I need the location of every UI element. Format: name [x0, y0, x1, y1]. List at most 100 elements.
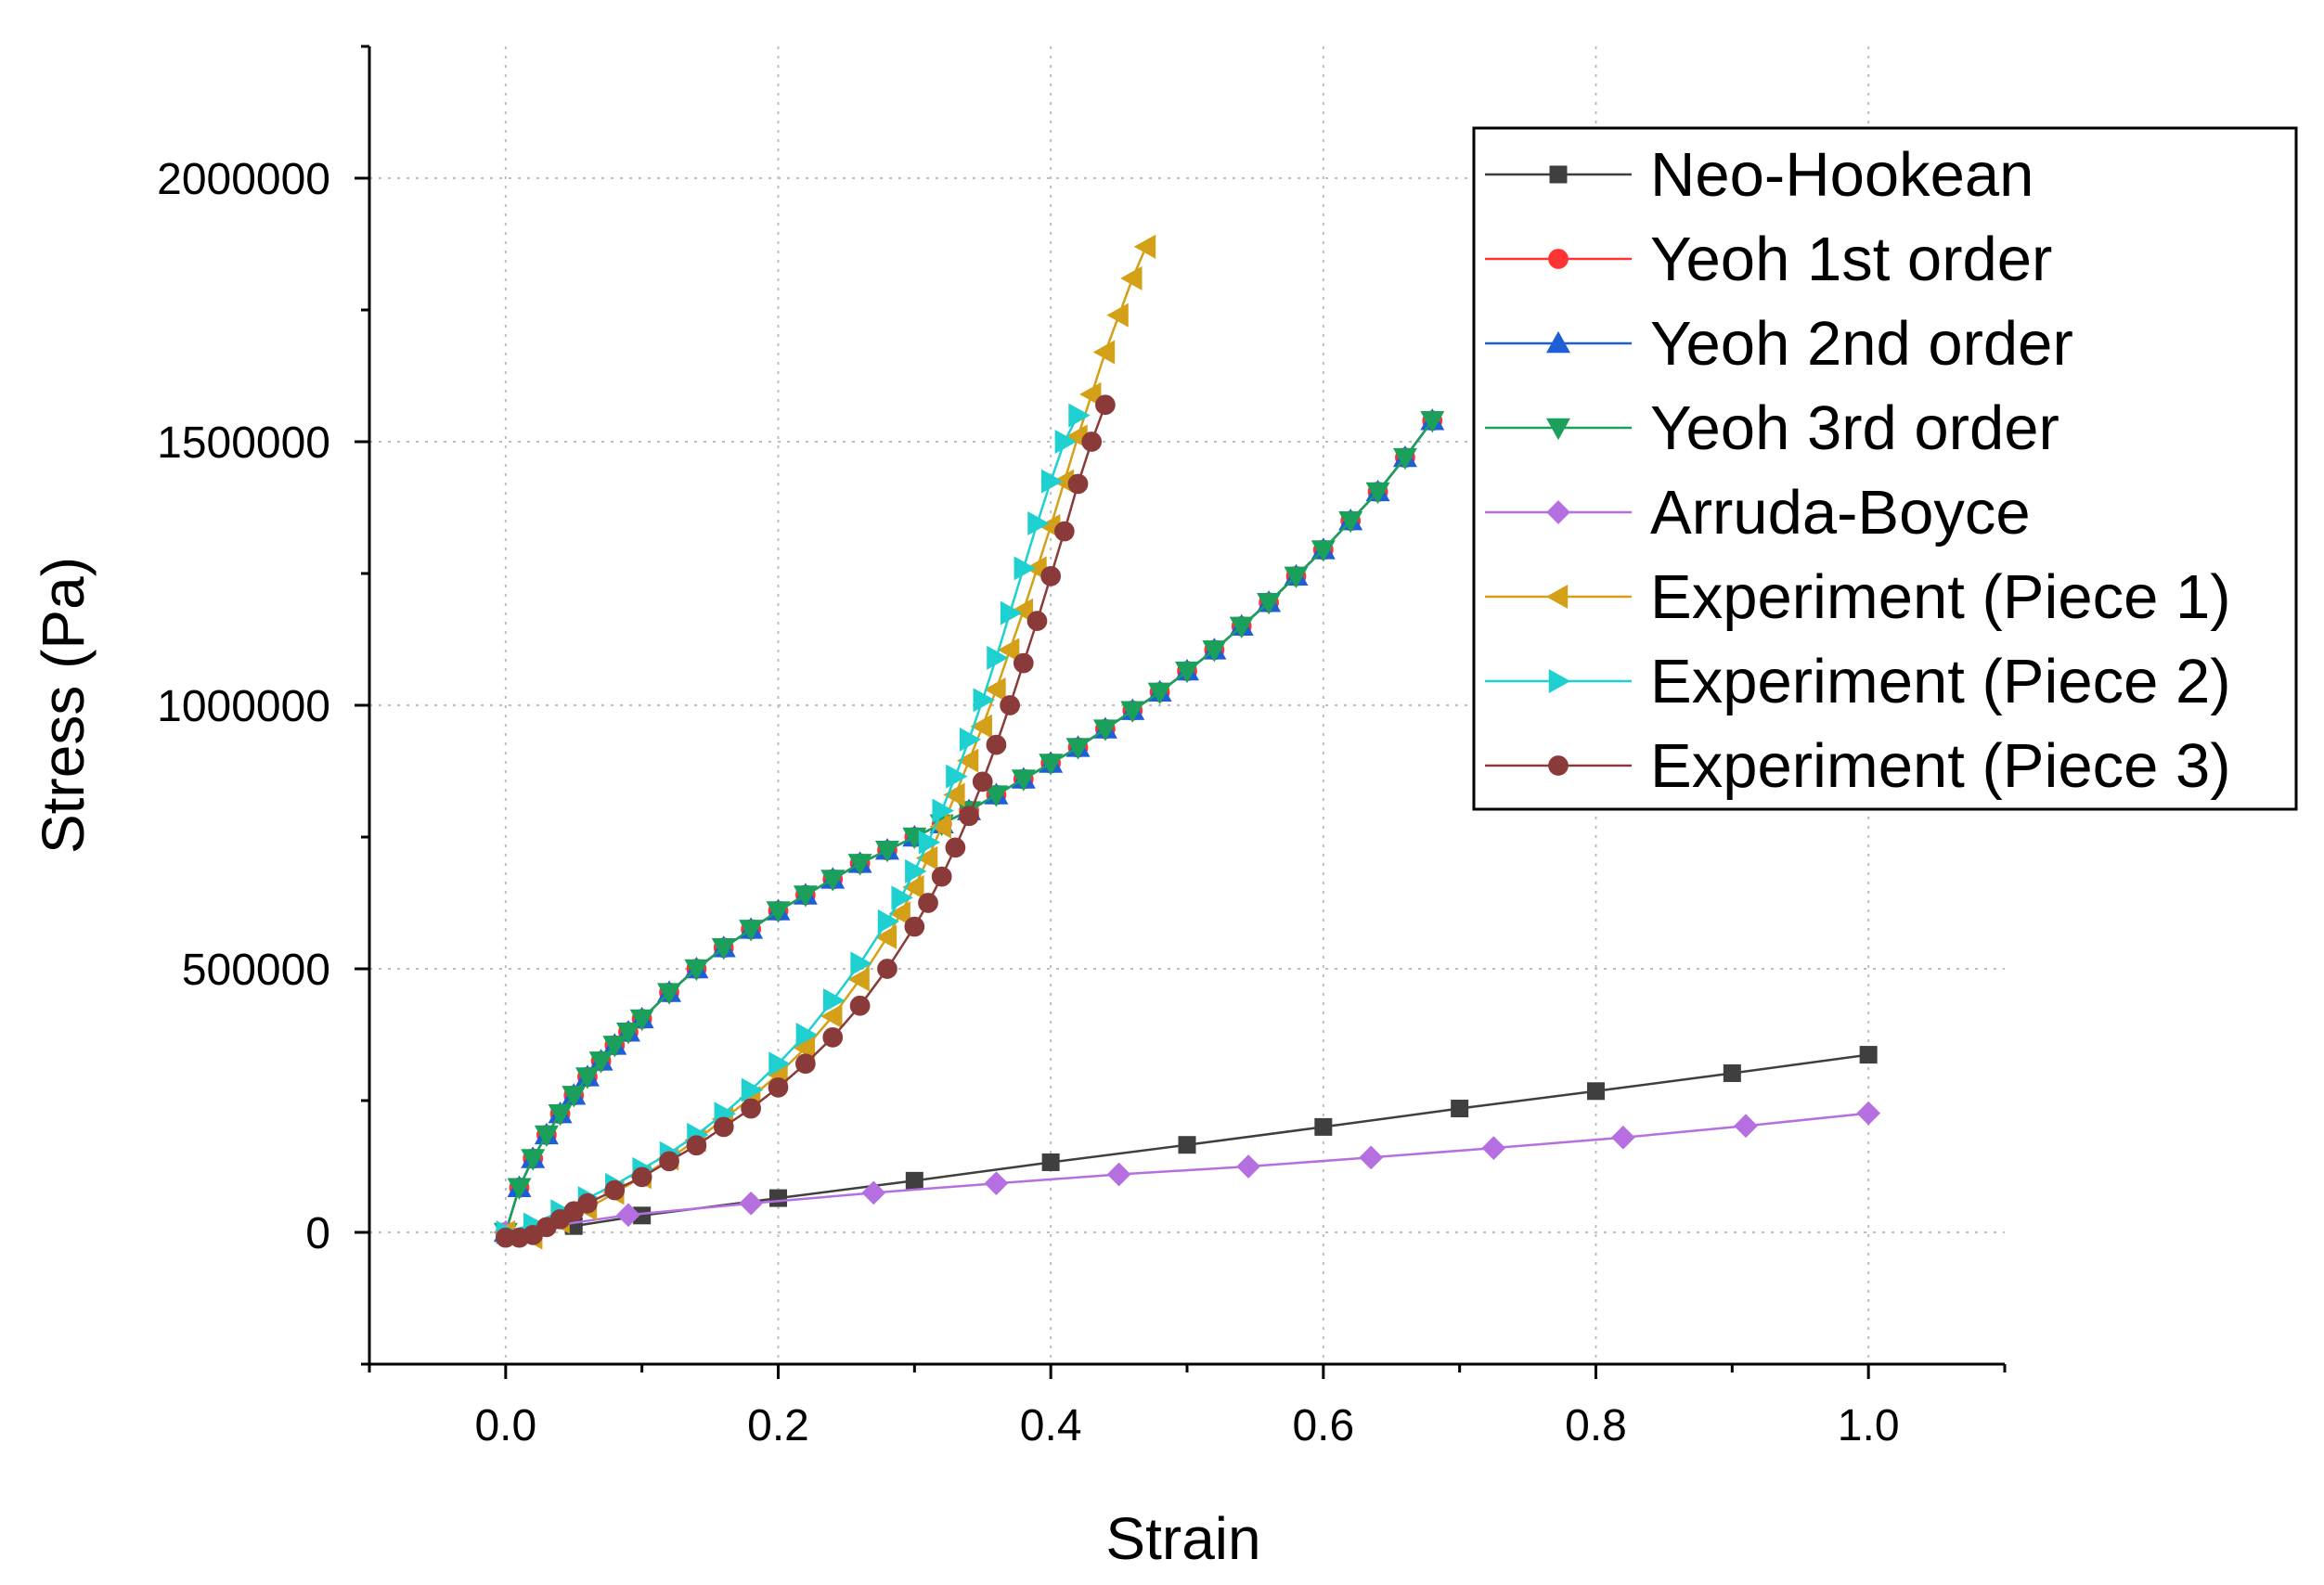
- data-point: [686, 1135, 707, 1156]
- series-3: [493, 411, 1445, 1245]
- data-point: [946, 764, 968, 789]
- x-tick-label: 0.4: [1020, 1401, 1082, 1450]
- data-point: [891, 885, 913, 910]
- data-point: [521, 1149, 546, 1171]
- data-point: [1587, 1082, 1605, 1101]
- data-point: [1065, 738, 1091, 760]
- data-point: [929, 814, 951, 839]
- data-point: [766, 901, 791, 923]
- legend-marker: [1549, 165, 1568, 184]
- data-point: [684, 959, 709, 982]
- data-point: [984, 785, 1009, 807]
- data-point: [713, 1116, 734, 1138]
- data-point: [904, 916, 925, 937]
- axis-ticks: 0.0 0.2 0.4 0.6 0.8 1.0 0 500000 1000000 1500000 2…: [157, 45, 2007, 1450]
- y-tick-label: 0: [305, 1209, 330, 1258]
- data-point: [1106, 303, 1129, 328]
- data-point: [972, 771, 993, 792]
- data-point: [1229, 616, 1254, 638]
- data-point: [577, 1192, 598, 1214]
- series-1: [495, 410, 1443, 1243]
- series-4: [493, 1101, 1881, 1244]
- x-axis-title: Strain: [1105, 1505, 1260, 1572]
- y-axis-title: Stress (Pa): [30, 557, 97, 854]
- data-point: [1014, 556, 1036, 581]
- data-point: [1039, 754, 1064, 776]
- data-point: [1178, 1136, 1196, 1154]
- data-point: [847, 854, 872, 876]
- data-point: [915, 845, 938, 870]
- data-point: [849, 995, 871, 1016]
- legend-marker: [1548, 669, 1571, 693]
- data-point: [986, 734, 1007, 755]
- data-point: [795, 1023, 819, 1047]
- data-point: [575, 1067, 600, 1089]
- data-point: [902, 874, 924, 899]
- data-point: [1027, 511, 1050, 536]
- legend-marker: [1546, 500, 1570, 524]
- legend-marker: [1546, 330, 1570, 354]
- data-point: [507, 1178, 532, 1200]
- y-tick-label: 1500000: [157, 419, 330, 468]
- series-5: [493, 234, 1156, 1250]
- legend-label: Neo-Hookean: [1650, 140, 2034, 210]
- y-tick-label: 500000: [182, 946, 330, 995]
- data-point: [616, 1203, 640, 1228]
- data-point: [1611, 1125, 1635, 1150]
- data-point: [984, 677, 1006, 702]
- x-tick-label: 0.2: [747, 1401, 809, 1450]
- data-point: [588, 1051, 613, 1074]
- data-point: [905, 1171, 923, 1190]
- data-point: [1175, 661, 1199, 684]
- data-point: [768, 1051, 791, 1076]
- data-point: [861, 1180, 886, 1205]
- data-point: [1011, 769, 1036, 792]
- data-point: [1723, 1063, 1741, 1082]
- data-point: [548, 1103, 573, 1127]
- data-point: [1068, 403, 1091, 428]
- data-point: [931, 866, 952, 887]
- legend-marker: [1548, 755, 1569, 776]
- data-point: [793, 1036, 816, 1061]
- series-7: [495, 394, 1116, 1248]
- series-line: [504, 419, 1434, 1233]
- legend-label: Arruda-Boyce: [1650, 478, 2031, 548]
- data-point: [629, 1009, 654, 1032]
- data-point: [1000, 600, 1023, 625]
- data-point: [822, 1026, 844, 1048]
- data-point: [1120, 265, 1143, 290]
- series-line: [505, 415, 1079, 1234]
- legend: Neo-Hookean Yeoh 1st order Yeoh 2nd order Y…: [1472, 126, 2298, 811]
- data-point: [1734, 1114, 1758, 1139]
- data-point: [959, 727, 982, 752]
- data-point: [1000, 695, 1020, 715]
- data-point: [1041, 1153, 1060, 1171]
- data-point: [1392, 447, 1417, 470]
- data-point: [956, 748, 979, 773]
- series-line: [504, 419, 1434, 1233]
- x-tick-label: 0.6: [1292, 1401, 1354, 1450]
- data-point: [1054, 521, 1075, 542]
- data-point: [741, 1098, 761, 1119]
- data-point: [1202, 640, 1227, 663]
- series-line: [505, 404, 1107, 1239]
- data-point: [739, 920, 764, 942]
- x-tick-label: 0.8: [1565, 1401, 1627, 1450]
- data-point: [1365, 482, 1390, 505]
- y-tick-label: 2000000: [157, 155, 330, 204]
- data-point: [1481, 1136, 1506, 1160]
- data-point: [1092, 340, 1116, 365]
- data-point: [943, 782, 965, 807]
- data-point: [534, 1125, 559, 1148]
- series-line: [504, 419, 1434, 1233]
- data-point: [823, 988, 846, 1013]
- data-point: [615, 1022, 640, 1045]
- data-point: [768, 1076, 789, 1098]
- data-point: [970, 714, 992, 739]
- data-point: [1092, 719, 1117, 741]
- plot-series: [493, 234, 1881, 1250]
- y-tick-label: 1000000: [157, 682, 330, 731]
- data-point: [932, 798, 954, 823]
- data-point: [1095, 394, 1116, 416]
- data-point: [659, 1151, 679, 1172]
